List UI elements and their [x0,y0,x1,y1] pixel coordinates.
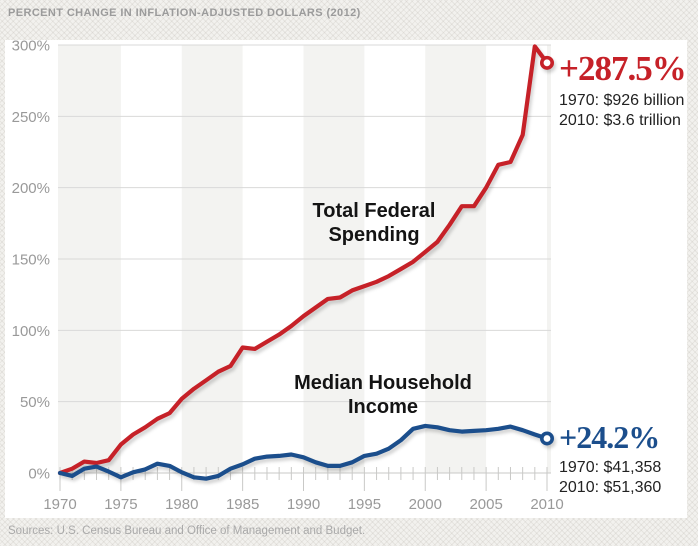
y-tick-label: 250% [12,109,50,126]
y-tick-label: 150% [12,251,50,268]
axis-labels: 0% 50% 100% 150% 200% 250% 300% 1970 1975 1980 198… [12,37,564,513]
spending-2010-value: 2010: $3.6 trillion [559,112,681,129]
data-lines [57,44,554,481]
source-note: Sources: U.S. Census Bureau and Office o… [8,525,366,537]
x-tick-label: 1995 [348,496,381,513]
x-tick-label: 1975 [104,496,137,513]
y-tick-label: 0% [28,466,50,483]
x-tick-label: 1985 [226,496,259,513]
x-tick-label: 1990 [287,496,320,513]
spending-series-label-line2: Spending [328,224,420,246]
y-tick-label: 300% [12,37,50,54]
spending-series-label-line1: Total Federal [312,200,436,222]
spending-percent-change: +287.5% [559,49,687,88]
x-tick-label: 1980 [165,496,198,513]
x-tick-label: 2010 [530,496,563,513]
x-tick-label: 2000 [409,496,442,513]
income-1970-value: 1970: $41,358 [559,459,662,476]
income-series-label-line2: Income [347,396,419,418]
chart-title: PERCENT CHANGE IN INFLATION-ADJUSTED DOL… [8,7,361,19]
income-series-label-line1: Median Household [294,372,472,394]
y-tick-label: 200% [12,180,50,197]
spending-annotation-detail: 1970: $926 billion 2010: $3.6 trillion [559,91,693,131]
spending-line [57,44,550,476]
spending-series-label: Total Federal Spending [264,199,484,247]
income-annotation-detail: 1970: $41,358 2010: $51,360 [559,458,693,498]
y-tick-label: 50% [20,394,50,411]
x-tick-label: 2005 [469,496,502,513]
y-tick-label: 100% [12,323,50,340]
income-annotation: +24.2% 1970: $41,358 2010: $51,360 [559,421,693,498]
spending-endpoint-marker [539,55,554,70]
income-series-label: Median Household Income [263,371,503,419]
income-line [57,423,550,481]
spending-1970-value: 1970: $926 billion [559,92,685,109]
spending-annotation: +287.5% 1970: $926 billion 2010: $3.6 tr… [559,51,693,131]
x-tick-label: 1970 [43,496,76,513]
income-endpoint-marker [539,431,554,446]
income-percent-change: +24.2% [559,419,660,455]
income-2010-value: 2010: $51,360 [559,479,662,496]
